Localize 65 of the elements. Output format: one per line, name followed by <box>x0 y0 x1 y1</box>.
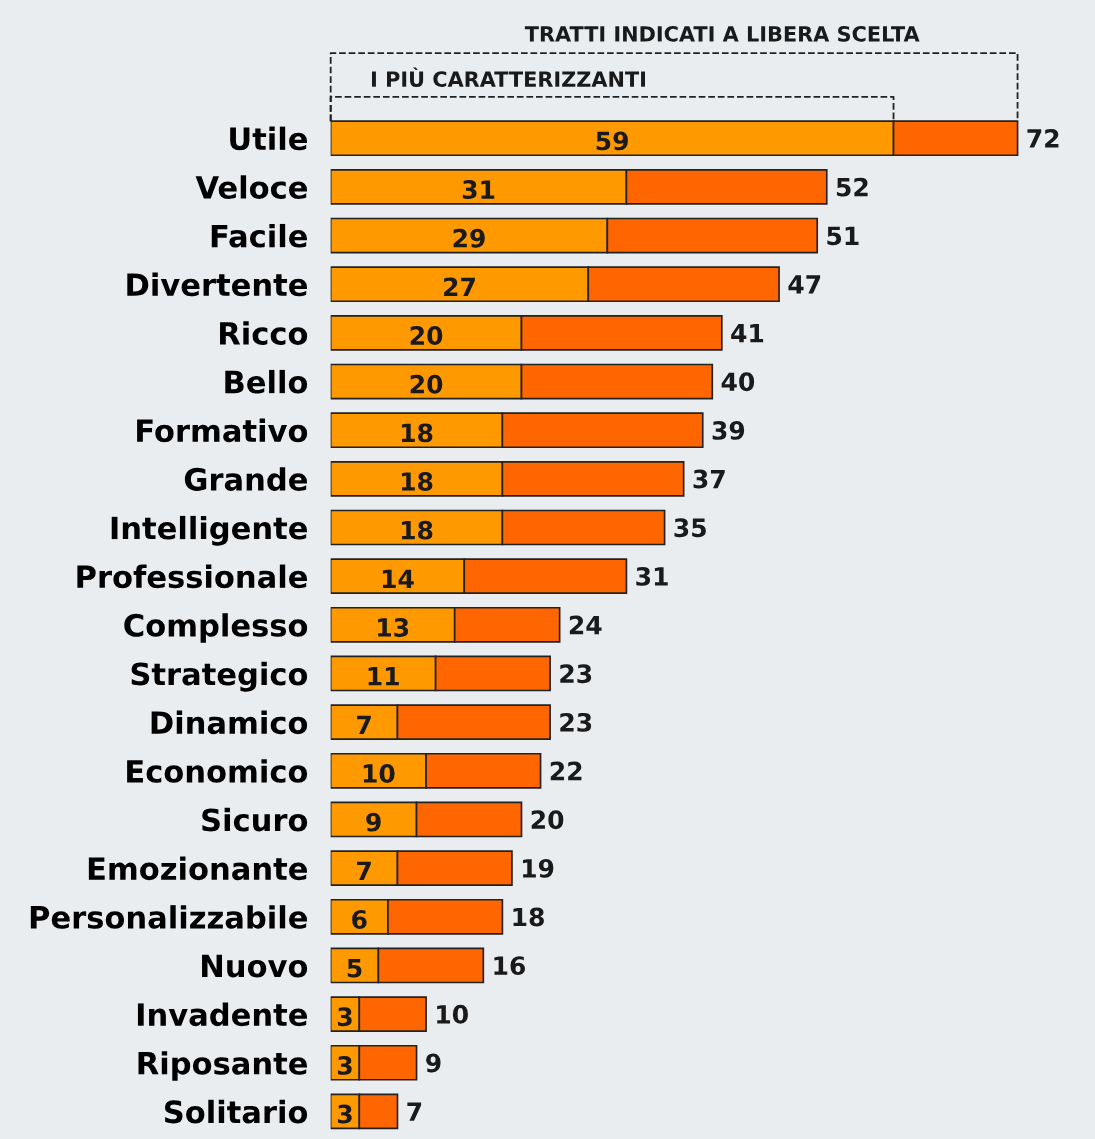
total-label: 24 <box>569 615 602 635</box>
y-tick-label: Sicuro <box>202 807 308 832</box>
total-label: 22 <box>550 761 582 781</box>
y-tick-label: Bello <box>225 369 308 394</box>
data-label: 3 <box>337 1055 352 1075</box>
total-label: 23 <box>560 664 592 684</box>
data-label: 3 <box>337 1007 352 1027</box>
y-tick-label: Utile <box>230 126 307 151</box>
total-label: 23 <box>560 712 592 732</box>
data-label: 18 <box>401 520 433 540</box>
data-label: 14 <box>382 569 414 588</box>
y-tick-label: Dinamico <box>151 710 308 735</box>
data-label: 27 <box>444 277 475 296</box>
data-label: 20 <box>410 326 443 345</box>
data-label: 31 <box>462 180 495 200</box>
y-tick-label: Divertente <box>127 272 307 297</box>
y-tick-label: Professionale <box>77 564 307 589</box>
data-label: 7 <box>357 861 371 880</box>
data-label: 9 <box>366 812 381 832</box>
data-label: 11 <box>368 667 399 686</box>
y-tick-label: Intelligente <box>111 515 307 546</box>
data-label: 5 <box>347 958 362 978</box>
data-label: 3 <box>337 1104 352 1124</box>
total-label: 40 <box>721 372 755 392</box>
y-tick-label: Strategico <box>131 661 308 692</box>
y-tick-label: Ricco <box>220 321 308 345</box>
y-tick-label: Personalizzabile <box>30 905 307 929</box>
data-label: 13 <box>378 618 409 637</box>
y-tick-label: Grande <box>184 467 307 491</box>
y-tick-label: Riposante <box>138 1051 307 1081</box>
text: TRATTI INDICATI A LIBERA SCELTA <box>524 25 920 42</box>
data-label: 10 <box>363 764 395 783</box>
data-label: 7 <box>357 715 371 734</box>
total-label: 39 <box>712 420 745 440</box>
data-label: 18 <box>401 472 433 491</box>
total-label: 35 <box>674 518 706 538</box>
data-label: 59 <box>596 131 628 151</box>
total-label: 72 <box>1027 129 1059 148</box>
y-tick-label: Economico <box>127 759 308 783</box>
y-tick-label: Invadente <box>137 1002 307 1027</box>
data-label: 29 <box>453 228 485 248</box>
total-label: 10 <box>437 1004 468 1024</box>
y-tick-label: Facile <box>211 223 307 248</box>
y-tick-label: Nuovo <box>202 954 308 978</box>
total-label: 51 <box>827 226 859 246</box>
y-tick-label: Solitario <box>164 1099 308 1124</box>
total-label: 16 <box>494 956 526 976</box>
total-label: 20 <box>531 810 564 830</box>
text: I PIÙ CARATTERIZZANTI <box>372 67 645 87</box>
y-tick-label: Veloce <box>195 175 307 199</box>
total-label: 19 <box>523 858 554 878</box>
total-label: 18 <box>513 907 544 927</box>
total-label: 41 <box>731 323 764 343</box>
data-label: 20 <box>410 374 443 394</box>
total-label: 7 <box>407 1102 422 1121</box>
total-label: 37 <box>693 469 725 489</box>
total-label: 47 <box>788 275 821 294</box>
data-label: 18 <box>401 423 433 443</box>
total-label: 52 <box>836 177 868 197</box>
total-label: 9 <box>426 1053 441 1073</box>
total-label: 31 <box>636 566 668 586</box>
data-label: 6 <box>352 910 367 929</box>
y-tick-label: Emozionante <box>88 856 307 881</box>
y-tick-label: Complesso <box>124 613 308 643</box>
y-tick-label: Formativo <box>137 418 308 443</box>
